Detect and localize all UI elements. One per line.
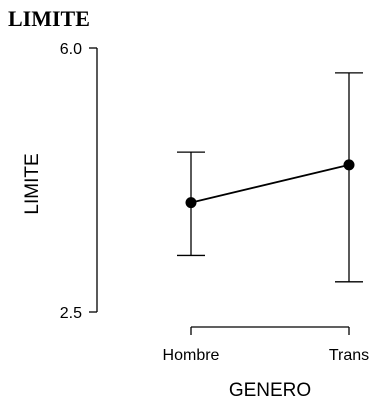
y-axis-label: LIMITE bbox=[22, 153, 43, 214]
x-axis: Hombre Trans bbox=[163, 326, 369, 364]
y-axis: 6.0 2.5 bbox=[60, 41, 98, 322]
plot-marks bbox=[177, 72, 363, 283]
y-tick-label-top: 6.0 bbox=[60, 41, 82, 58]
series-line bbox=[190, 164, 350, 204]
x-tick-label-hombre: Hombre bbox=[163, 347, 220, 364]
x-tick-label-trans: Trans bbox=[329, 347, 369, 364]
data-point-trans bbox=[343, 159, 355, 171]
chart-title: LIMITE bbox=[8, 6, 90, 31]
x-axis-label: GENERO bbox=[229, 380, 311, 401]
y-tick-label-bottom: 2.5 bbox=[60, 305, 82, 322]
data-point-hombre bbox=[185, 197, 197, 209]
